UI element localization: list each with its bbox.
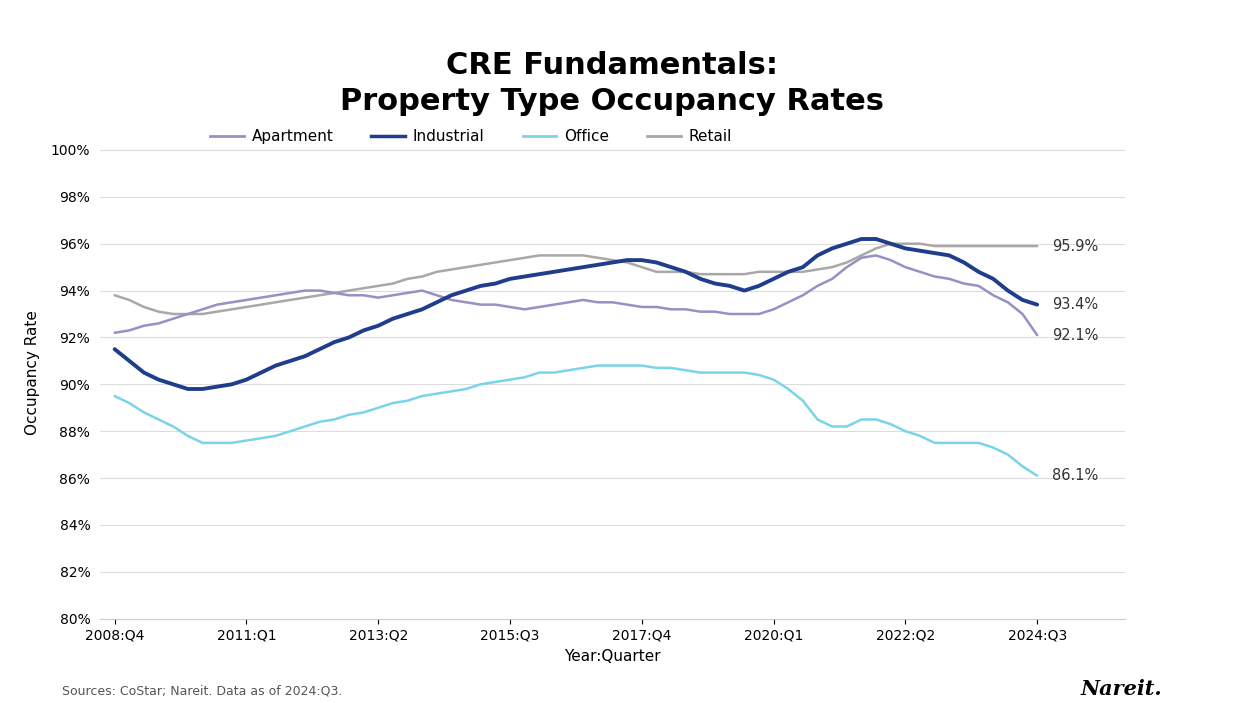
Office [107, 392, 122, 400]
Industrial [722, 282, 738, 290]
Retail [576, 251, 591, 259]
Industrial [239, 375, 254, 384]
Line: Retail: Retail [115, 244, 1038, 314]
Industrial [707, 279, 722, 288]
Text: 93.4%: 93.4% [1051, 297, 1098, 312]
Text: 95.9%: 95.9% [1051, 238, 1098, 254]
Text: Sources: CoStar; Nareit. Data as of 2024:Q3.: Sources: CoStar; Nareit. Data as of 2024… [62, 685, 343, 697]
Office [722, 368, 738, 377]
Industrial [503, 275, 518, 283]
Office [634, 361, 649, 370]
Office [561, 366, 576, 375]
Retail [884, 240, 899, 248]
Retail [107, 291, 122, 299]
Line: Industrial: Industrial [115, 239, 1038, 389]
Apartment [224, 298, 239, 307]
Apartment [693, 307, 708, 316]
Industrial [180, 385, 195, 393]
Industrial [107, 345, 122, 354]
Apartment [561, 298, 576, 307]
Industrial [576, 263, 591, 271]
Text: Nareit.: Nareit. [1081, 678, 1162, 699]
Office [1030, 472, 1045, 480]
Line: Office: Office [115, 366, 1038, 476]
Apartment [107, 328, 122, 337]
Retail [634, 263, 649, 271]
Y-axis label: Occupancy Rate: Occupancy Rate [25, 310, 40, 435]
Retail [1030, 242, 1045, 250]
X-axis label: Year:Quarter: Year:Quarter [564, 650, 661, 664]
Industrial [1030, 300, 1045, 309]
Retail [707, 270, 722, 278]
Retail [503, 256, 518, 264]
Text: 92.1%: 92.1% [1051, 328, 1099, 342]
Apartment [620, 300, 635, 309]
Office [488, 378, 502, 386]
Office [707, 368, 722, 377]
Legend: Apartment, Industrial, Office, Retail: Apartment, Industrial, Office, Retail [210, 129, 731, 144]
Industrial [634, 256, 649, 264]
Apartment [488, 300, 502, 309]
Text: 86.1%: 86.1% [1051, 468, 1098, 483]
Apartment [707, 307, 722, 316]
Industrial [854, 235, 869, 243]
Office [224, 439, 239, 447]
Apartment [1030, 331, 1045, 340]
Retail [722, 270, 738, 278]
Retail [166, 310, 181, 318]
Title: CRE Fundamentals:
Property Type Occupancy Rates: CRE Fundamentals: Property Type Occupanc… [340, 51, 885, 116]
Line: Apartment: Apartment [115, 255, 1038, 335]
Retail [239, 303, 254, 311]
Office [590, 361, 605, 370]
Apartment [869, 251, 884, 259]
